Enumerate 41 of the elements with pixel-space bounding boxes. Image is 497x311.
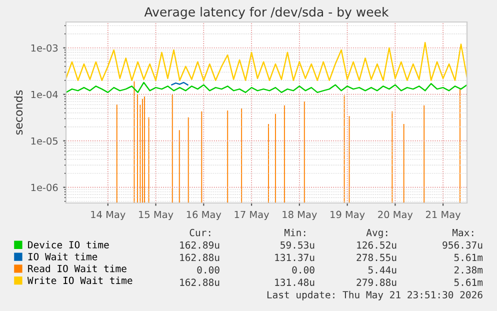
x-tick-label: 17 May <box>234 210 270 220</box>
text: 5.44u <box>368 266 396 274</box>
x-tick-label: 16 May <box>186 210 222 220</box>
text: 2.38m <box>454 266 483 274</box>
x-tick-label: 14 May <box>91 210 126 220</box>
text: 278.55u <box>356 254 396 262</box>
x-tick-label: 20 May <box>378 210 413 220</box>
text: Last update: Thu May 21 23:51:30 2026 <box>267 290 482 300</box>
text: 0.00 <box>197 266 220 274</box>
y-axis-title: seconds <box>14 90 23 135</box>
text: Cur: <box>190 228 210 236</box>
legend-label: Device IO time <box>28 240 109 248</box>
y-tick-label: 1e-03 <box>31 44 58 52</box>
text: 162.88u <box>180 278 220 286</box>
legend-label: Write IO Wait time <box>27 276 132 284</box>
text: 0.00 <box>292 266 314 274</box>
y-tick-label: 1e-06 <box>31 184 58 192</box>
text: 956.37u <box>442 241 482 249</box>
x-tick-label: 18 May <box>282 210 317 220</box>
text: 5.61m <box>454 254 483 262</box>
text: Avg: <box>366 228 388 238</box>
y-tick-label: 1e-04 <box>31 90 58 98</box>
text: 59.53u <box>280 241 314 249</box>
text: Max: <box>452 229 474 236</box>
line-series <box>66 42 467 81</box>
text: 131.48u <box>275 278 314 286</box>
x-tick-label: 19 May <box>330 210 365 220</box>
text: 5.61m <box>454 278 483 286</box>
text: Min: <box>284 228 306 236</box>
legend-label: Read IO Wait time <box>28 264 126 272</box>
text: 126.52u <box>357 241 396 249</box>
text: 162.89u <box>180 241 220 249</box>
chart-title: Average latency for /dev/sda - by week <box>144 6 389 20</box>
text: 162.88u <box>180 254 220 262</box>
legend-label: IO Wait time <box>28 252 98 260</box>
x-tick-label: 21 May <box>426 210 461 220</box>
text: 279.88u <box>356 278 396 286</box>
text: 131.37u <box>275 254 314 262</box>
x-tick-label: 15 May <box>139 210 174 220</box>
y-tick-label: 1e-05 <box>31 137 58 145</box>
line-series <box>66 82 467 94</box>
